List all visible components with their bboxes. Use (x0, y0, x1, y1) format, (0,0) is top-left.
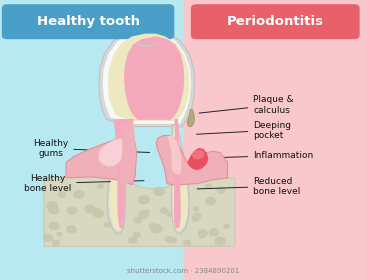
Circle shape (49, 222, 59, 230)
Circle shape (206, 197, 215, 205)
Circle shape (98, 184, 103, 188)
Circle shape (43, 234, 52, 241)
Circle shape (139, 211, 148, 218)
Circle shape (165, 237, 172, 242)
Polygon shape (103, 32, 191, 124)
Polygon shape (172, 126, 188, 231)
Circle shape (193, 207, 199, 211)
Polygon shape (174, 119, 181, 228)
Circle shape (58, 192, 65, 197)
Circle shape (193, 218, 197, 221)
Circle shape (210, 229, 219, 236)
Circle shape (105, 223, 110, 227)
Polygon shape (108, 34, 189, 121)
Text: Periodontitis: Periodontitis (227, 15, 324, 28)
Circle shape (168, 212, 173, 216)
Circle shape (193, 213, 201, 220)
Polygon shape (187, 109, 195, 127)
Circle shape (57, 232, 62, 236)
Polygon shape (114, 119, 134, 228)
Polygon shape (109, 126, 131, 231)
Text: Inflammation: Inflammation (204, 151, 313, 160)
Circle shape (139, 196, 149, 204)
Text: Healthy
bone level: Healthy bone level (24, 174, 144, 193)
Circle shape (206, 184, 211, 188)
Polygon shape (124, 36, 184, 120)
Circle shape (85, 205, 95, 213)
Circle shape (52, 241, 59, 246)
Circle shape (74, 190, 84, 198)
Circle shape (68, 226, 76, 233)
Polygon shape (167, 136, 181, 175)
Polygon shape (99, 30, 195, 127)
Text: Healthy
gums: Healthy gums (33, 139, 149, 158)
Circle shape (134, 232, 140, 237)
Circle shape (160, 208, 168, 213)
Circle shape (49, 206, 59, 214)
Circle shape (154, 187, 164, 195)
Circle shape (184, 241, 191, 246)
Circle shape (151, 225, 162, 233)
Circle shape (199, 233, 206, 238)
Circle shape (67, 226, 76, 232)
Circle shape (199, 230, 207, 236)
Circle shape (68, 207, 77, 214)
Text: Healthy tooth: Healthy tooth (37, 15, 139, 28)
Polygon shape (44, 176, 235, 246)
Circle shape (94, 210, 103, 217)
Text: shutterstock.com · 2384890201: shutterstock.com · 2384890201 (127, 268, 240, 274)
Circle shape (217, 187, 225, 193)
Circle shape (170, 238, 176, 243)
Polygon shape (156, 136, 228, 185)
Circle shape (129, 237, 137, 243)
Polygon shape (66, 138, 137, 185)
Polygon shape (119, 125, 136, 185)
Polygon shape (98, 138, 125, 167)
Polygon shape (191, 150, 205, 160)
FancyBboxPatch shape (191, 4, 360, 39)
Polygon shape (172, 125, 189, 234)
Polygon shape (107, 125, 131, 234)
Circle shape (224, 224, 229, 228)
Text: Reduced
bone level: Reduced bone level (197, 176, 301, 196)
Circle shape (47, 202, 58, 210)
Circle shape (215, 237, 225, 245)
Text: Plaque &
calculus: Plaque & calculus (199, 95, 294, 115)
Bar (0, 0, 184, 280)
Circle shape (149, 223, 156, 229)
Bar (184, 0, 367, 280)
Text: Deeping
pocket: Deeping pocket (197, 120, 291, 140)
Circle shape (144, 210, 149, 214)
FancyBboxPatch shape (2, 4, 174, 39)
Circle shape (92, 209, 101, 216)
Polygon shape (187, 148, 208, 170)
Circle shape (134, 217, 142, 223)
